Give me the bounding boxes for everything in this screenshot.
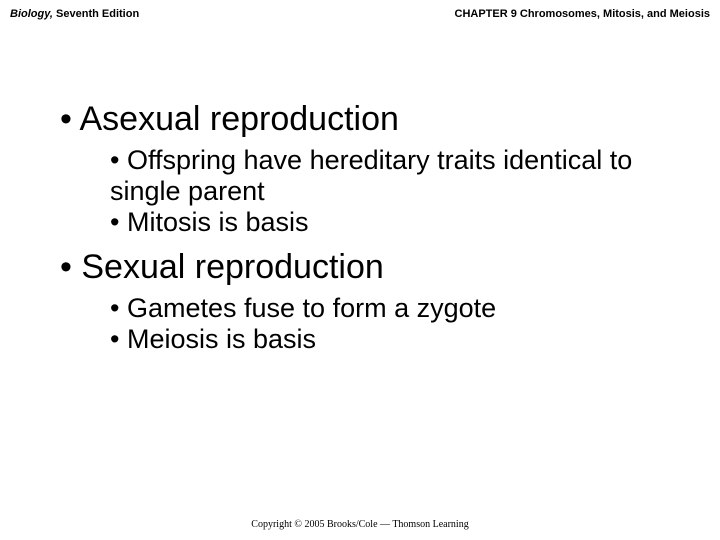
sub-bullet-label: Offspring have hereditary traits identic… xyxy=(110,145,632,206)
bullet-sexual: • Sexual reproduction xyxy=(60,248,690,287)
header-left: Biology, Seventh Edition xyxy=(10,8,139,20)
bullet-dot-icon: • xyxy=(60,248,81,286)
sub-bullet: • Offspring have hereditary traits ident… xyxy=(110,145,690,207)
bullet-dot-icon: • xyxy=(110,324,127,354)
slide: Biology, Seventh Edition CHAPTER 9 Chrom… xyxy=(0,0,720,540)
header-right: CHAPTER 9 Chromosomes, Mitosis, and Meio… xyxy=(455,8,711,20)
book-edition: Seventh Edition xyxy=(53,8,139,20)
sub-list-asexual: • Offspring have hereditary traits ident… xyxy=(110,145,690,238)
bullet-dot-icon: • xyxy=(110,145,127,175)
sub-list-sexual: • Gametes fuse to form a zygote • Meiosi… xyxy=(110,293,690,355)
sub-bullet: • Mitosis is basis xyxy=(110,207,690,238)
sub-bullet: • Meiosis is basis xyxy=(110,324,690,355)
footer-copyright: Copyright © 2005 Brooks/Cole — Thomson L… xyxy=(0,519,720,530)
bullet-dot-icon: • xyxy=(110,207,127,237)
sub-bullet-label: Gametes fuse to form a zygote xyxy=(127,293,496,323)
bullet-dot-icon: • xyxy=(60,100,79,138)
bullet-asexual-label: Asexual reproduction xyxy=(79,100,398,138)
bullet-sexual-label: Sexual reproduction xyxy=(81,248,383,286)
content-area: • Asexual reproduction • Offspring have … xyxy=(60,100,690,365)
bullet-dot-icon: • xyxy=(110,293,127,323)
sub-bullet: • Gametes fuse to form a zygote xyxy=(110,293,690,324)
sub-bullet-label: Mitosis is basis xyxy=(127,207,309,237)
bullet-asexual: • Asexual reproduction xyxy=(60,100,690,139)
sub-bullet-label: Meiosis is basis xyxy=(127,324,316,354)
book-title: Biology, xyxy=(10,8,53,20)
